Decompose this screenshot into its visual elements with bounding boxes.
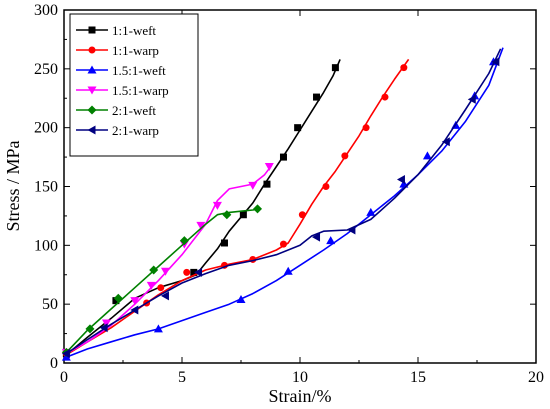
data-marker — [88, 26, 96, 34]
legend-label: 2:1-warp — [112, 123, 159, 138]
data-marker — [85, 324, 95, 334]
data-marker — [153, 324, 163, 333]
data-marker — [264, 162, 274, 171]
y-tick-label: 250 — [34, 61, 58, 78]
data-marker — [87, 125, 96, 135]
data-marker — [212, 201, 222, 210]
legend-entry: 1.5:1-warp — [76, 83, 169, 98]
data-marker — [87, 86, 97, 95]
data-marker — [441, 137, 450, 147]
series-line — [65, 208, 261, 353]
legend-entry: 2:1-weft — [76, 103, 156, 118]
data-marker — [87, 105, 97, 115]
data-marker — [160, 291, 169, 301]
y-tick-label: 150 — [34, 179, 58, 196]
data-marker — [190, 268, 198, 276]
data-marker — [196, 221, 206, 230]
data-marker — [88, 46, 96, 54]
data-marker — [220, 239, 228, 247]
data-marker — [366, 207, 376, 216]
legend-entry: 2:1-warp — [76, 123, 159, 138]
legend-entry: 1:1-weft — [76, 23, 156, 38]
data-marker — [331, 64, 339, 72]
x-tick-label: 20 — [528, 369, 544, 386]
y-axis-title: Stress / MPa — [3, 140, 23, 231]
data-marker — [149, 265, 159, 275]
y-tick-label: 100 — [34, 237, 58, 254]
data-marker — [422, 151, 432, 160]
data-marker — [347, 225, 356, 235]
data-marker — [179, 236, 189, 246]
legend-items: 1:1-weft 1:1-warp 1.5:1-weft 1.5:1-warp 2:1-… — [76, 23, 169, 138]
legend-label: 1:1-warp — [112, 43, 159, 58]
y-tick-label: 50 — [42, 296, 58, 313]
data-marker — [61, 349, 70, 359]
legend-label: 2:1-weft — [112, 103, 156, 118]
series-1:1-weft — [62, 59, 341, 358]
legend-label: 1:1-weft — [112, 23, 156, 38]
data-marker — [194, 267, 203, 277]
data-marker — [113, 293, 123, 303]
series-line — [65, 48, 502, 355]
x-axis-title: Strain/% — [269, 386, 332, 406]
legend-box — [69, 13, 199, 157]
data-marker — [101, 319, 111, 328]
data-marker — [312, 232, 321, 242]
data-marker — [396, 174, 405, 184]
data-marker — [146, 281, 156, 290]
data-marker — [263, 180, 271, 188]
data-marker — [99, 323, 108, 333]
x-tick-label: 5 — [178, 369, 186, 386]
data-marker — [467, 94, 476, 104]
data-marker — [326, 236, 336, 245]
x-tick-label: 0 — [60, 369, 68, 386]
data-marker — [130, 297, 140, 306]
data-marker — [491, 57, 500, 67]
series-line — [65, 59, 341, 356]
data-marker — [341, 152, 349, 160]
series-layer — [61, 47, 504, 361]
data-marker — [239, 211, 247, 219]
legend-entry: 1.5:1-weft — [76, 63, 166, 78]
y-tick-label: 300 — [34, 2, 58, 19]
data-marker — [322, 183, 330, 190]
data-marker — [130, 305, 139, 315]
data-marker — [160, 267, 170, 276]
series-1.5:1-warp — [61, 162, 274, 357]
data-marker — [248, 181, 258, 190]
legend-label: 1.5:1-weft — [112, 63, 166, 78]
data-marker — [298, 211, 306, 219]
data-marker — [183, 268, 191, 276]
y-tick-label: 0 — [50, 355, 58, 372]
legend-entry: 1:1-warp — [76, 43, 159, 58]
y-tick-label: 200 — [34, 120, 58, 137]
data-marker — [381, 93, 389, 101]
x-tick-label: 15 — [410, 369, 426, 386]
x-tick-label: 10 — [292, 369, 308, 386]
data-marker — [222, 210, 232, 220]
data-marker — [279, 240, 287, 248]
data-marker — [236, 294, 246, 303]
data-marker — [400, 64, 408, 72]
data-marker — [294, 124, 302, 132]
data-marker — [279, 153, 287, 161]
data-marker — [157, 284, 165, 292]
data-marker — [253, 204, 263, 214]
legend-label: 1.5:1-warp — [112, 83, 169, 98]
data-marker — [112, 297, 120, 305]
data-marker — [313, 93, 321, 101]
legend: 1:1-weft 1:1-warp 1.5:1-weft 1.5:1-warp 2:1-… — [69, 13, 199, 157]
data-marker — [87, 65, 97, 74]
data-marker — [362, 124, 370, 132]
series-2:1-warp — [61, 48, 502, 359]
data-marker — [283, 266, 293, 275]
